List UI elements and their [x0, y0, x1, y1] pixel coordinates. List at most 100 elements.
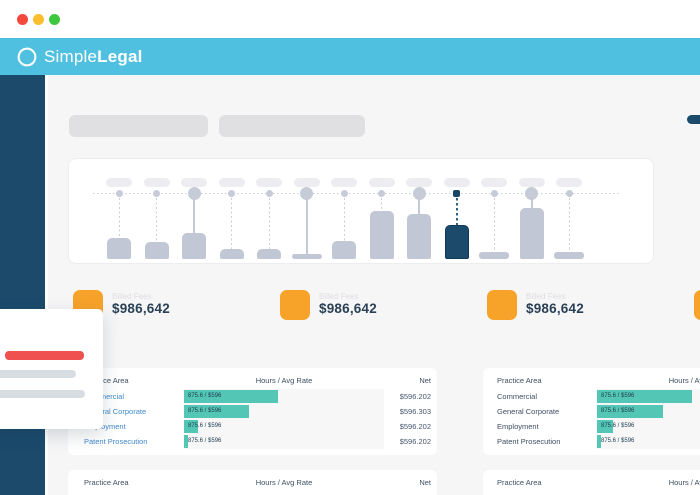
column-header-hours-avg-rate: Hours / Avg Rate [668, 478, 700, 487]
hours-bar-track: 875.6 / $596 [597, 434, 700, 449]
hours-avg-rate-value: 875.6 / $596 [601, 408, 635, 414]
skeleton-label-pill [218, 178, 245, 187]
net-value: $596.303 [399, 407, 431, 416]
timeline-connector [418, 198, 420, 214]
billed-fees-icon-partial [694, 290, 700, 320]
practice-area-label: General Corporate [497, 407, 560, 416]
billed-fees-icon [280, 290, 310, 320]
stat-value: $986,642 [112, 301, 170, 316]
hours-bar [184, 435, 188, 448]
practice-area-link[interactable]: Patent Prosecution [84, 437, 148, 446]
net-value: $596.202 [399, 437, 431, 446]
timeline-dot [228, 190, 235, 197]
billed-fees-icon [487, 290, 517, 320]
timeline-item [517, 159, 547, 265]
timeline-item [479, 159, 509, 265]
hours-bar-track: 875.6 / $596 [184, 404, 384, 419]
timeline-item [217, 159, 247, 265]
timeline-item [254, 159, 284, 265]
skeleton-label-pill [518, 178, 545, 187]
brand-name: SimpleLegal [44, 47, 143, 66]
skeleton-label-pill [406, 178, 432, 187]
hours-bar [597, 390, 692, 403]
practice-area-link[interactable]: Employment [84, 422, 126, 431]
timeline-bar[interactable] [291, 254, 322, 259]
table-row: Patent Prosecution 875.6 / $596 [483, 434, 700, 449]
timeline-bar[interactable] [444, 225, 469, 259]
timeline-bar[interactable] [107, 238, 131, 259]
table-row: Commercial 875.6 / $596 $596.202 [68, 389, 437, 404]
hours-avg-rate-value: 875.6 / $596 [188, 408, 222, 414]
timeline-dot [265, 190, 273, 197]
timeline-item [554, 159, 584, 265]
timeline-connector [455, 198, 458, 225]
hours-bar [597, 405, 663, 418]
hours-avg-rate-value: 875.6 / $596 [601, 423, 635, 429]
window-close-button[interactable] [17, 14, 28, 25]
brand-logo[interactable]: SimpleLegal [16, 45, 143, 69]
column-header-hours-avg-rate: Hours / Avg Rate [255, 376, 313, 385]
timeline-bar[interactable] [479, 252, 509, 259]
hours-bar-track: 875.6 / $596 [597, 389, 700, 404]
top-left-table: Practice Area Hours / Avg Rate Net Comme… [68, 368, 437, 455]
hours-bar [184, 420, 198, 433]
timeline-bar[interactable] [219, 249, 244, 259]
hours-bar [597, 435, 601, 448]
column-header-practice-area: Practice Area [84, 478, 129, 487]
timeline-bar[interactable] [257, 249, 281, 259]
timeline-dot [490, 190, 498, 197]
sidebar-nav [0, 75, 45, 495]
net-value: $596.202 [399, 422, 431, 431]
practice-area-link[interactable]: Commercial [84, 392, 125, 401]
timeline-bar[interactable] [332, 241, 356, 259]
table-row: General Corporate 875.6 / $596 $596.303 [68, 404, 437, 419]
timeline-connector [305, 198, 308, 254]
table-row: Commercial 875.6 / $596 [483, 389, 700, 404]
timeline-connector [268, 198, 270, 249]
timeline-connector [343, 198, 345, 241]
table-row: Employment 875.6 / $596 $596.202 [68, 419, 437, 434]
stat-value: $986,642 [526, 301, 584, 316]
timeline-item [404, 159, 434, 265]
timeline-bar[interactable] [144, 242, 169, 259]
skeleton-filter-2 [219, 115, 365, 137]
practice-area-label: Commercial [497, 392, 538, 401]
skeleton-label-pill [443, 178, 470, 187]
timeline-bar[interactable] [369, 211, 394, 259]
window-titlebar [0, 0, 700, 38]
timeline-connector [156, 198, 157, 242]
timeline-dot [300, 187, 313, 200]
net-value: $596.202 [399, 392, 431, 401]
timeline-dot [525, 187, 538, 200]
skeleton-action-pill [687, 115, 700, 124]
column-header-hours-avg-rate: Hours / Avg Rate [668, 376, 700, 385]
table-row: Patent Prosecution 875.6 / $596 $596.202 [68, 434, 437, 449]
timeline-item [291, 159, 322, 265]
timeline-axis [93, 193, 619, 194]
hours-bar-track: 875.6 / $596 [184, 419, 384, 434]
table-row: General Corporate 875.6 / $596 [483, 404, 700, 419]
hours-avg-rate-value: 875.6 / $596 [188, 393, 222, 399]
window-maximize-button[interactable] [49, 14, 60, 25]
skeleton-label-pill [331, 178, 357, 187]
app-header: SimpleLegal [0, 38, 700, 75]
hours-avg-rate-value: 875.6 / $596 [188, 423, 222, 429]
hours-avg-rate-value: 875.6 / $596 [601, 393, 635, 399]
column-header-hours-avg-rate: Hours / Avg Rate [255, 478, 313, 487]
hours-bar-track: 875.6 / $596 [184, 389, 384, 404]
timeline-bar[interactable] [554, 252, 584, 259]
practice-area-link[interactable]: General Corporate [84, 407, 147, 416]
timeline-item [442, 159, 472, 265]
window-minimize-button[interactable] [33, 14, 44, 25]
skeleton-label-pill [256, 178, 282, 187]
stat-label: Billed Fees [112, 292, 152, 301]
table-row: Employment 875.6 / $596 [483, 419, 700, 434]
timeline-bar[interactable] [407, 214, 431, 259]
practice-area-label: Patent Prosecution [497, 437, 561, 446]
column-header-net: Net [419, 478, 431, 487]
timeline-item [179, 159, 209, 265]
timeline-bar[interactable] [182, 233, 206, 259]
timeline-connector [493, 198, 495, 252]
timeline-bar[interactable] [519, 208, 544, 259]
